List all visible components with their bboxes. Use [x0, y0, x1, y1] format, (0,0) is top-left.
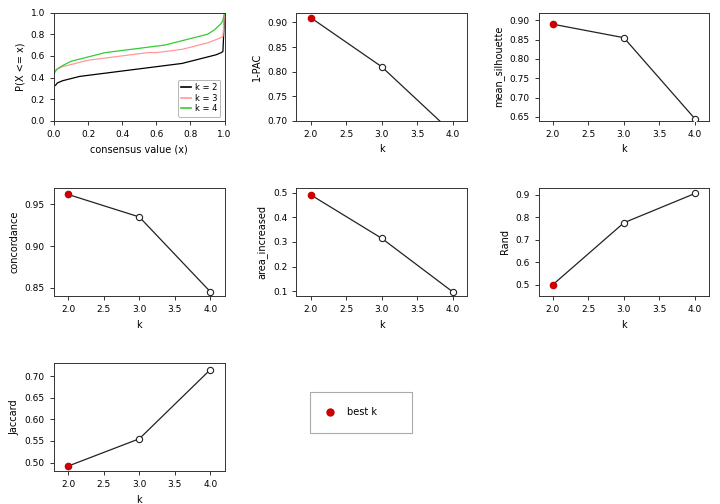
FancyBboxPatch shape	[310, 392, 413, 433]
Y-axis label: Jaccard: Jaccard	[9, 399, 19, 435]
Text: best k: best k	[348, 407, 377, 417]
Y-axis label: Rand: Rand	[500, 229, 510, 255]
Y-axis label: mean_silhouette: mean_silhouette	[493, 26, 504, 107]
Y-axis label: P(X <= x): P(X <= x)	[15, 42, 25, 91]
Y-axis label: area_increased: area_increased	[256, 205, 267, 279]
X-axis label: k: k	[621, 320, 626, 330]
X-axis label: k: k	[621, 144, 626, 154]
X-axis label: k: k	[379, 320, 384, 330]
X-axis label: k: k	[137, 320, 142, 330]
X-axis label: k: k	[137, 495, 142, 504]
Y-axis label: concordance: concordance	[9, 211, 19, 273]
Y-axis label: 1-PAC: 1-PAC	[251, 52, 261, 81]
Legend: k = 2, k = 3, k = 4: k = 2, k = 3, k = 4	[178, 80, 220, 116]
X-axis label: k: k	[379, 144, 384, 154]
X-axis label: consensus value (x): consensus value (x)	[91, 144, 188, 154]
